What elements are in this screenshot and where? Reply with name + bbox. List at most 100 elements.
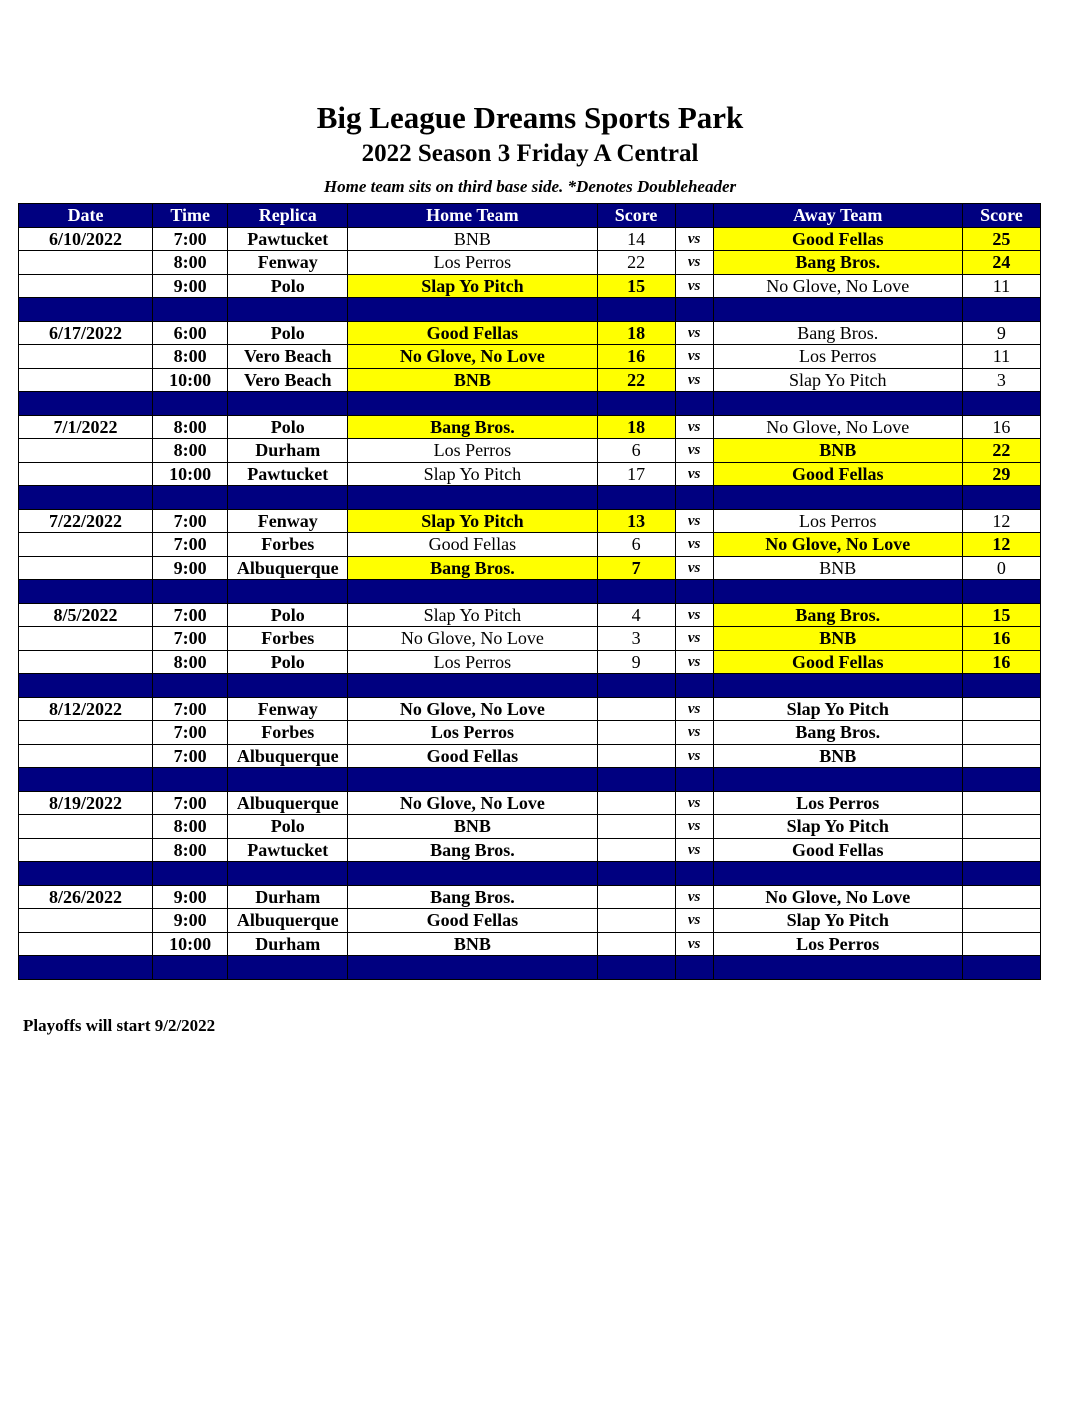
separator-cell <box>152 391 229 416</box>
replica-cell: Polo <box>227 649 349 674</box>
vs-cell: vs <box>674 814 714 839</box>
home-score-cell: 14 <box>596 226 676 251</box>
header-home-score: Score <box>596 203 676 228</box>
separator-row <box>17 767 1042 792</box>
home-team-cell: BNB <box>347 931 598 956</box>
game-row: 7:00 Forbes Los Perros vs Bang Bros. <box>17 720 1042 745</box>
away-score-cell: 3 <box>961 367 1042 392</box>
time-cell: 7:00 <box>152 602 229 627</box>
away-score-cell: 12 <box>961 508 1042 533</box>
separator-cell <box>596 297 676 322</box>
vs-cell: vs <box>674 720 714 745</box>
away-score-cell <box>961 814 1042 839</box>
separator-cell <box>712 861 963 886</box>
home-team-cell: Good Fellas <box>347 320 598 345</box>
separator-cell <box>674 579 714 604</box>
date-cell <box>17 649 154 674</box>
home-team-cell: Slap Yo Pitch <box>347 273 598 298</box>
away-team-cell: Los Perros <box>712 931 963 956</box>
away-score-cell <box>961 743 1042 768</box>
date-cell <box>17 532 154 557</box>
home-score-cell <box>596 743 676 768</box>
time-cell: 8:00 <box>152 438 229 463</box>
away-team-cell: Los Perros <box>712 790 963 815</box>
separator-cell <box>152 485 229 510</box>
date-cell: 8/19/2022 <box>17 790 154 815</box>
away-team-cell: Bang Bros. <box>712 250 963 275</box>
vs-cell: vs <box>674 837 714 862</box>
date-cell: 6/17/2022 <box>17 320 154 345</box>
separator-cell <box>152 955 229 980</box>
time-cell: 9:00 <box>152 555 229 580</box>
separator-cell <box>596 955 676 980</box>
date-cell <box>17 273 154 298</box>
away-team-cell: Bang Bros. <box>712 320 963 345</box>
date-cell <box>17 367 154 392</box>
separator-row <box>17 579 1042 604</box>
away-score-cell <box>961 884 1042 909</box>
home-team-cell: Bang Bros. <box>347 414 598 439</box>
vs-cell: vs <box>674 367 714 392</box>
vs-cell: vs <box>674 250 714 275</box>
away-score-cell: 29 <box>961 461 1042 486</box>
replica-cell: Pawtucket <box>227 226 349 251</box>
separator-cell <box>227 861 349 886</box>
date-cell <box>17 837 154 862</box>
home-team-cell: Los Perros <box>347 250 598 275</box>
separator-cell <box>596 767 676 792</box>
date-cell: 8/5/2022 <box>17 602 154 627</box>
replica-cell: Polo <box>227 814 349 839</box>
vs-cell: vs <box>674 743 714 768</box>
header-away-score: Score <box>961 203 1042 228</box>
separator-cell <box>596 391 676 416</box>
away-score-cell <box>961 931 1042 956</box>
vs-cell: vs <box>674 414 714 439</box>
date-cell: 7/22/2022 <box>17 508 154 533</box>
away-team-cell: No Glove, No Love <box>712 273 963 298</box>
header-away-team: Away Team <box>712 203 963 228</box>
time-cell: 10:00 <box>152 931 229 956</box>
game-row: 7:00 Forbes No Glove, No Love 3 vs BNB 16 <box>17 626 1042 651</box>
separator-cell <box>674 297 714 322</box>
date-cell: 7/1/2022 <box>17 414 154 439</box>
time-cell: 8:00 <box>152 814 229 839</box>
replica-cell: Albuquerque <box>227 743 349 768</box>
replica-cell: Polo <box>227 273 349 298</box>
date-cell <box>17 931 154 956</box>
footer-note: Playoffs will start 9/2/2022 <box>23 1016 216 1035</box>
time-cell: 7:00 <box>152 532 229 557</box>
separator-cell <box>961 955 1042 980</box>
time-cell: 7:00 <box>152 743 229 768</box>
separator-row <box>17 297 1042 322</box>
separator-cell <box>17 767 154 792</box>
date-cell <box>17 344 154 369</box>
time-cell: 7:00 <box>152 790 229 815</box>
home-team-cell: Bang Bros. <box>347 555 598 580</box>
replica-cell: Vero Beach <box>227 367 349 392</box>
home-score-cell: 17 <box>596 461 676 486</box>
home-team-cell: No Glove, No Love <box>347 790 598 815</box>
separator-cell <box>347 767 598 792</box>
schedule-note: Home team sits on third base side. *Deno… <box>323 177 737 196</box>
away-score-cell: 16 <box>961 414 1042 439</box>
separator-row <box>17 861 1042 886</box>
game-row: 8:00 Polo BNB vs Slap Yo Pitch <box>17 814 1042 839</box>
separator-cell <box>712 767 963 792</box>
away-team-cell: BNB <box>712 743 963 768</box>
away-team-cell: No Glove, No Love <box>712 884 963 909</box>
separator-cell <box>674 955 714 980</box>
separator-cell <box>712 673 963 698</box>
separator-cell <box>152 579 229 604</box>
header-row: Date Time Replica Home Team Score Away T… <box>17 203 1042 228</box>
home-team-cell: Los Perros <box>347 438 598 463</box>
separator-cell <box>17 955 154 980</box>
separator-cell <box>961 673 1042 698</box>
date-cell <box>17 461 154 486</box>
home-team-cell: Good Fellas <box>347 743 598 768</box>
vs-cell: vs <box>674 532 714 557</box>
away-score-cell <box>961 720 1042 745</box>
separator-cell <box>347 579 598 604</box>
home-team-cell: Slap Yo Pitch <box>347 508 598 533</box>
home-team-cell: No Glove, No Love <box>347 626 598 651</box>
separator-cell <box>712 955 963 980</box>
